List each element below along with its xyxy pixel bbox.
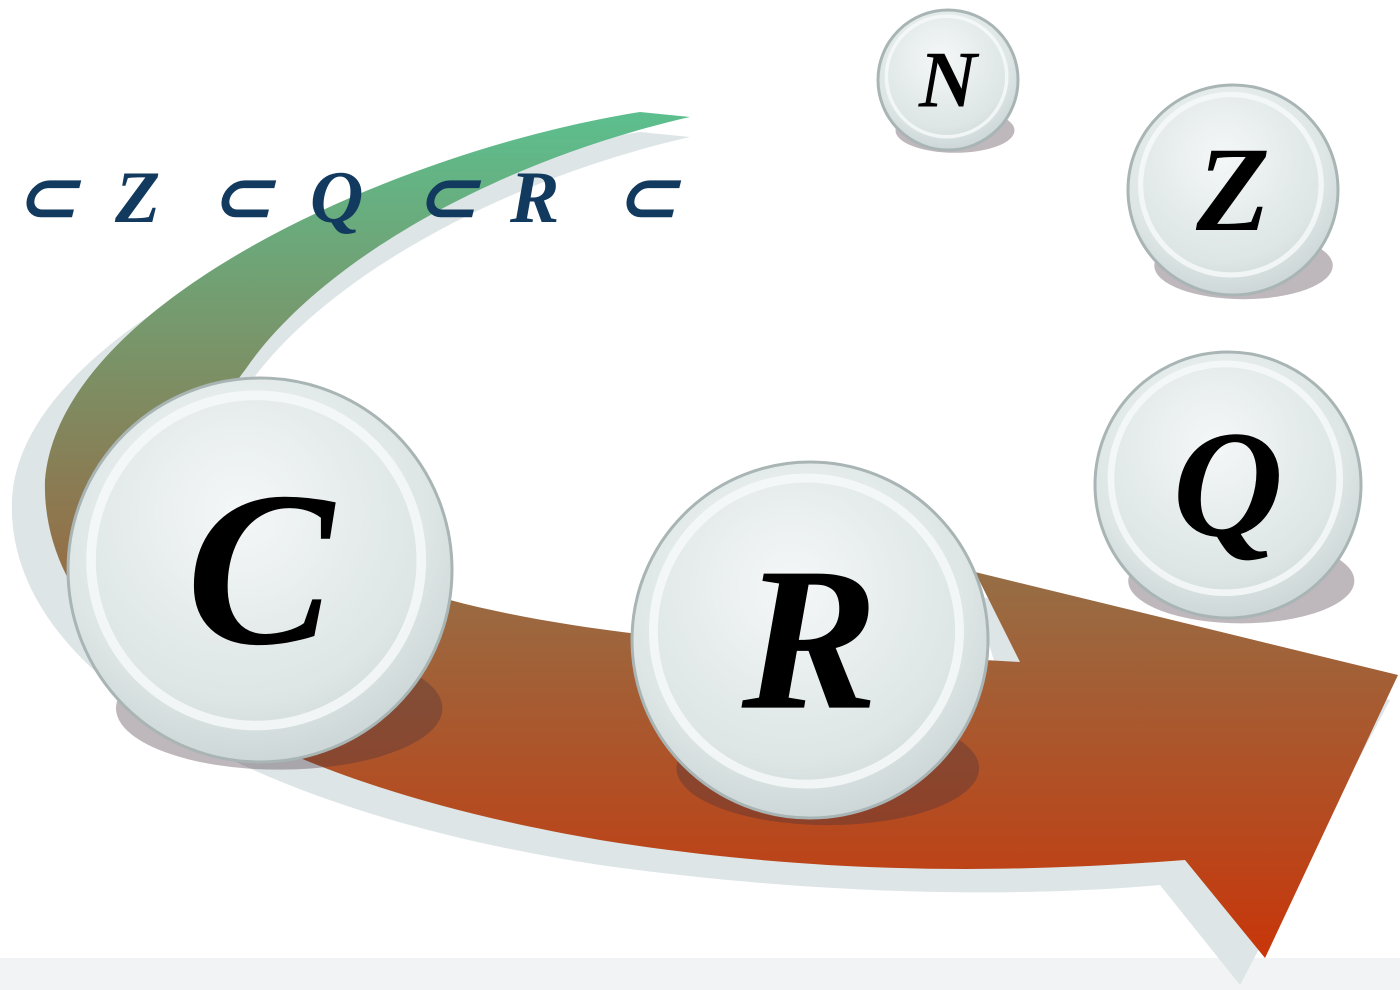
ball-label: Z — [1195, 123, 1270, 257]
ball-label: N — [918, 36, 980, 125]
bottom-strip — [0, 958, 1400, 990]
formula-part: ⊂ — [615, 157, 682, 239]
ball-label: R — [741, 527, 879, 753]
ball-label: C — [186, 446, 336, 691]
ball-label: Q — [1173, 401, 1283, 570]
formula-part: ⊂ — [210, 157, 277, 239]
formula: ⊂ Z ⊂ Q ⊂ R ⊂ — [15, 157, 682, 239]
illustration: ⊂ Z ⊂ Q ⊂ R ⊂ N Z Q R C — [0, 0, 1400, 990]
formula-part: ⊂ — [15, 157, 82, 239]
formula-part: R — [509, 157, 559, 239]
formula-part: ⊂ — [415, 157, 482, 239]
formula-part: Q — [310, 157, 363, 239]
formula-part: Z — [114, 157, 160, 239]
